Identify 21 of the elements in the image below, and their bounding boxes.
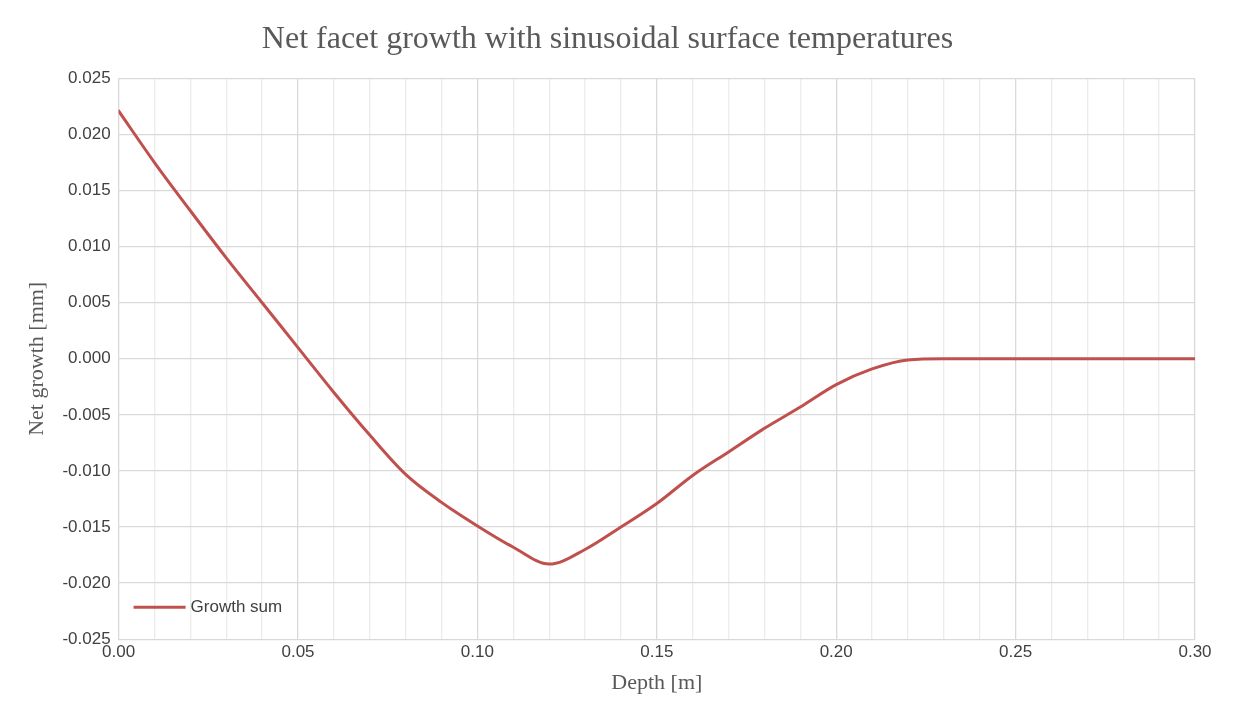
x-tick-label: 0.10: [460, 642, 494, 662]
y-tick-label: 0.010: [68, 236, 111, 256]
y-tick-label: -0.020: [62, 572, 111, 592]
y-tick-label: -0.010: [62, 460, 111, 480]
y-tick-label: 0.020: [68, 124, 111, 144]
y-tick-label: -0.015: [62, 516, 111, 536]
x-tick-label: 0.20: [819, 642, 853, 662]
y-tick-label: -0.005: [62, 404, 111, 424]
x-axis-title: Depth [m]: [611, 668, 703, 694]
line-series: [118, 109, 1195, 566]
y-tick-label: 0.025: [68, 68, 111, 88]
y-tick-label: 0.005: [68, 292, 111, 312]
x-tick-label: 0.30: [1178, 642, 1212, 662]
x-tick-label: 0.15: [640, 642, 674, 662]
x-tick-label: 0.05: [281, 642, 315, 662]
y-tick-label: 0.000: [68, 348, 111, 368]
chart-title: Net facet growth with sinusoidal surface temperatures: [261, 18, 954, 55]
y-axis-title: Net growth [mm]: [22, 281, 48, 436]
legend-label: Growth sum: [190, 596, 283, 616]
y-tick-label: 0.015: [68, 180, 111, 200]
x-tick-label: 0.25: [999, 642, 1033, 662]
